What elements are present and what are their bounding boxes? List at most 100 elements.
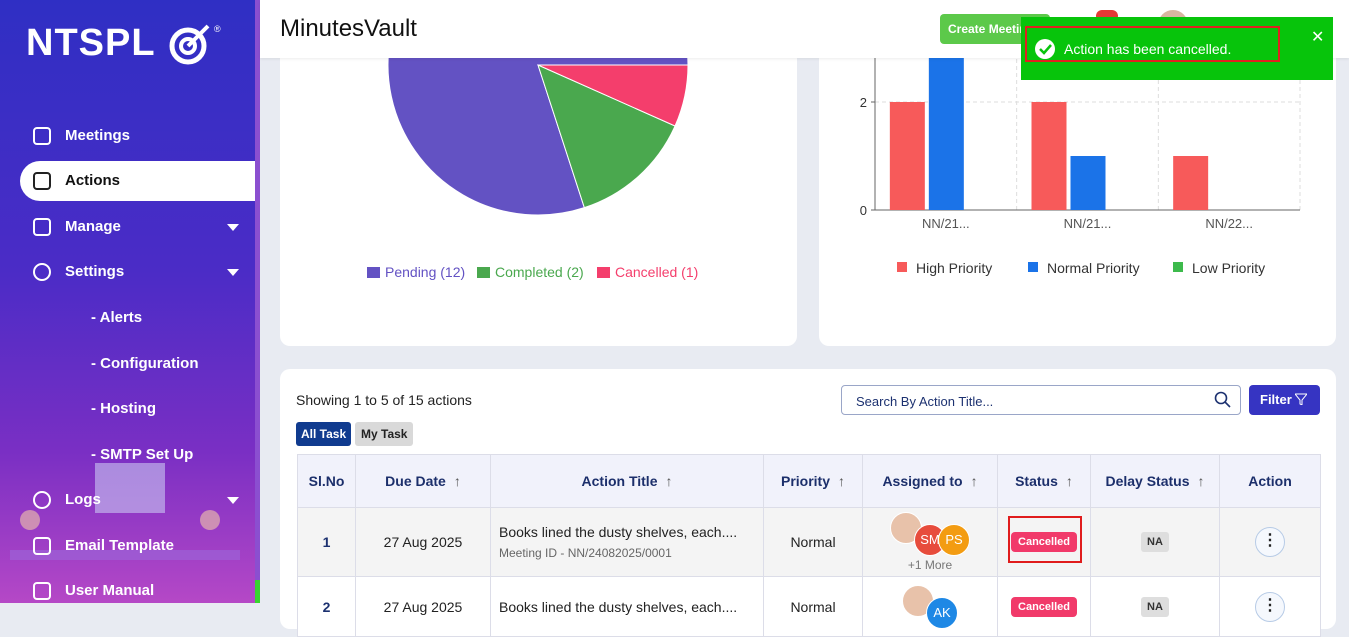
column-header[interactable]: Priority ↑	[763, 454, 863, 508]
tab[interactable]: All Task	[296, 422, 352, 446]
pie-card: Pending (12) Completed (2) Cancelled (1)	[280, 30, 797, 346]
legend-swatch	[1173, 262, 1183, 272]
column-label: Delay Status	[1105, 473, 1190, 489]
action-title: Books lined the dusty shelves, each....	[499, 524, 738, 540]
x-tick-label: NN/22...	[1205, 216, 1253, 231]
nav-icon	[33, 218, 51, 236]
pie-slice	[537, 64, 689, 127]
sort-arrow: ↑	[838, 473, 845, 489]
sort-arrow: ↑	[970, 473, 978, 489]
bar	[1173, 156, 1209, 210]
column-label: Priority	[780, 473, 830, 489]
sort-arrow: ↑	[453, 473, 461, 489]
column-header[interactable]: Delay Status ↑	[1090, 454, 1220, 508]
summary: Showing 1 to 5 of 15 actions	[296, 392, 472, 408]
status-badge: Cancelled	[1011, 596, 1077, 617]
toast-icon	[1035, 39, 1055, 59]
due-date: 27 Aug 2025	[383, 598, 463, 615]
column-label: Status	[1015, 473, 1058, 489]
action-menu[interactable]: ⋮	[1255, 591, 1285, 622]
nav-icon	[33, 491, 51, 509]
nav-item[interactable]: User Manual	[65, 582, 155, 599]
table-row: 1 27 Aug 2025 Books lined the dusty shelve…	[297, 507, 1321, 577]
actions-table: Sl.No Due Date ↑ Action Title ↑ Priority ↑ Assi…	[297, 454, 1321, 637]
pie-slice	[537, 64, 676, 209]
nav-item[interactable]: Email Template	[65, 537, 174, 554]
legend-label: Normal Priority	[1047, 260, 1140, 276]
cell: ⋮	[1219, 576, 1321, 637]
dropdown-arrow	[227, 224, 239, 231]
cell: AK	[862, 576, 998, 637]
column-label: Action	[1248, 473, 1292, 489]
legend-swatch	[367, 267, 380, 278]
cell: SM PS +1 More	[862, 507, 998, 577]
nav-item[interactable]: Settings	[65, 263, 125, 280]
toast-close[interactable]: ✕	[1311, 29, 1325, 46]
priority: Normal	[790, 598, 836, 615]
nav-sub-item[interactable]: - Alerts	[91, 309, 143, 326]
legend-swatch	[1028, 262, 1038, 272]
legend-label: Low Priority	[1192, 260, 1265, 276]
nav-item[interactable]: Logs	[65, 491, 101, 508]
bar	[1070, 156, 1106, 210]
avatar: AK	[926, 596, 958, 629]
cell: Books lined the dusty shelves, each.... M…	[490, 507, 764, 577]
column-header[interactable]: Assigned to ↑	[862, 454, 998, 508]
legend-label: Completed (2)	[495, 264, 584, 280]
dropdown-arrow	[227, 497, 239, 504]
cell: 1	[297, 507, 356, 577]
nav-sub-item[interactable]: - Hosting	[91, 400, 156, 417]
nav-icon	[33, 537, 51, 555]
pie-slice	[387, 30, 689, 216]
nav-item[interactable]: Meetings	[65, 127, 131, 144]
brand: NTSPL	[26, 22, 156, 64]
sort-arrow: ↑	[665, 473, 673, 489]
column-header[interactable]: Sl.No	[297, 454, 356, 508]
cell: 27 Aug 2025	[355, 507, 491, 577]
bar	[1031, 102, 1067, 210]
cell: 27 Aug 2025	[355, 576, 491, 637]
column-header[interactable]: Status ↑	[997, 454, 1091, 508]
action-menu[interactable]: ⋮	[1255, 527, 1285, 557]
cell: Normal	[763, 507, 863, 577]
nav-sub-item[interactable]: - Configuration	[91, 355, 199, 372]
filter-button[interactable]: Filter	[1249, 385, 1320, 415]
column-header[interactable]: Action	[1219, 454, 1321, 508]
sl-no: 1	[322, 534, 331, 550]
column-label: Action Title	[581, 473, 658, 489]
nav-icon	[33, 582, 51, 600]
page-title: MinutesVault	[280, 15, 417, 42]
nav-sub-item[interactable]: - SMTP Set Up	[91, 446, 194, 463]
due-date: 27 Aug 2025	[383, 534, 463, 550]
bar	[928, 30, 964, 210]
priority: Normal	[790, 534, 836, 550]
pie-chart: Pending (12) Completed (2) Cancelled (1)	[367, 30, 698, 280]
delay-badge: NA	[1141, 596, 1169, 617]
legend-swatch	[597, 267, 610, 278]
y-tick-label: 2	[860, 95, 867, 110]
meeting-id: Meeting ID - NN/24082025/0001	[499, 546, 672, 560]
cell: Normal	[763, 576, 863, 637]
cell: Cancelled	[997, 576, 1091, 637]
nav-item[interactable]: Manage	[65, 218, 121, 235]
column-header[interactable]: Due Date ↑	[355, 454, 491, 508]
nav-icon	[33, 127, 51, 145]
x-tick-label: NN/21...	[1064, 216, 1112, 231]
search-box[interactable]: Search By Action Title...	[841, 385, 1241, 415]
legend-label: High Priority	[916, 260, 992, 276]
tab[interactable]: My Task	[355, 422, 414, 446]
column-header[interactable]: Action Title ↑	[490, 454, 764, 508]
x-tick-label: NN/21...	[922, 216, 970, 231]
filter-icon	[1294, 393, 1309, 406]
nav-item[interactable]: Actions	[65, 172, 121, 189]
legend-label: Pending (12)	[385, 264, 465, 280]
nav-icon	[33, 172, 51, 190]
cell: ⋮	[1219, 507, 1321, 577]
cell: NA	[1090, 576, 1220, 637]
avatar: PS	[938, 524, 970, 556]
table-card: Showing 1 to 5 of 15 actions All Task My…	[280, 369, 1336, 637]
legend-label: Cancelled (1)	[615, 264, 698, 280]
active-nav-bg	[20, 161, 255, 201]
legend-swatch	[477, 267, 490, 278]
